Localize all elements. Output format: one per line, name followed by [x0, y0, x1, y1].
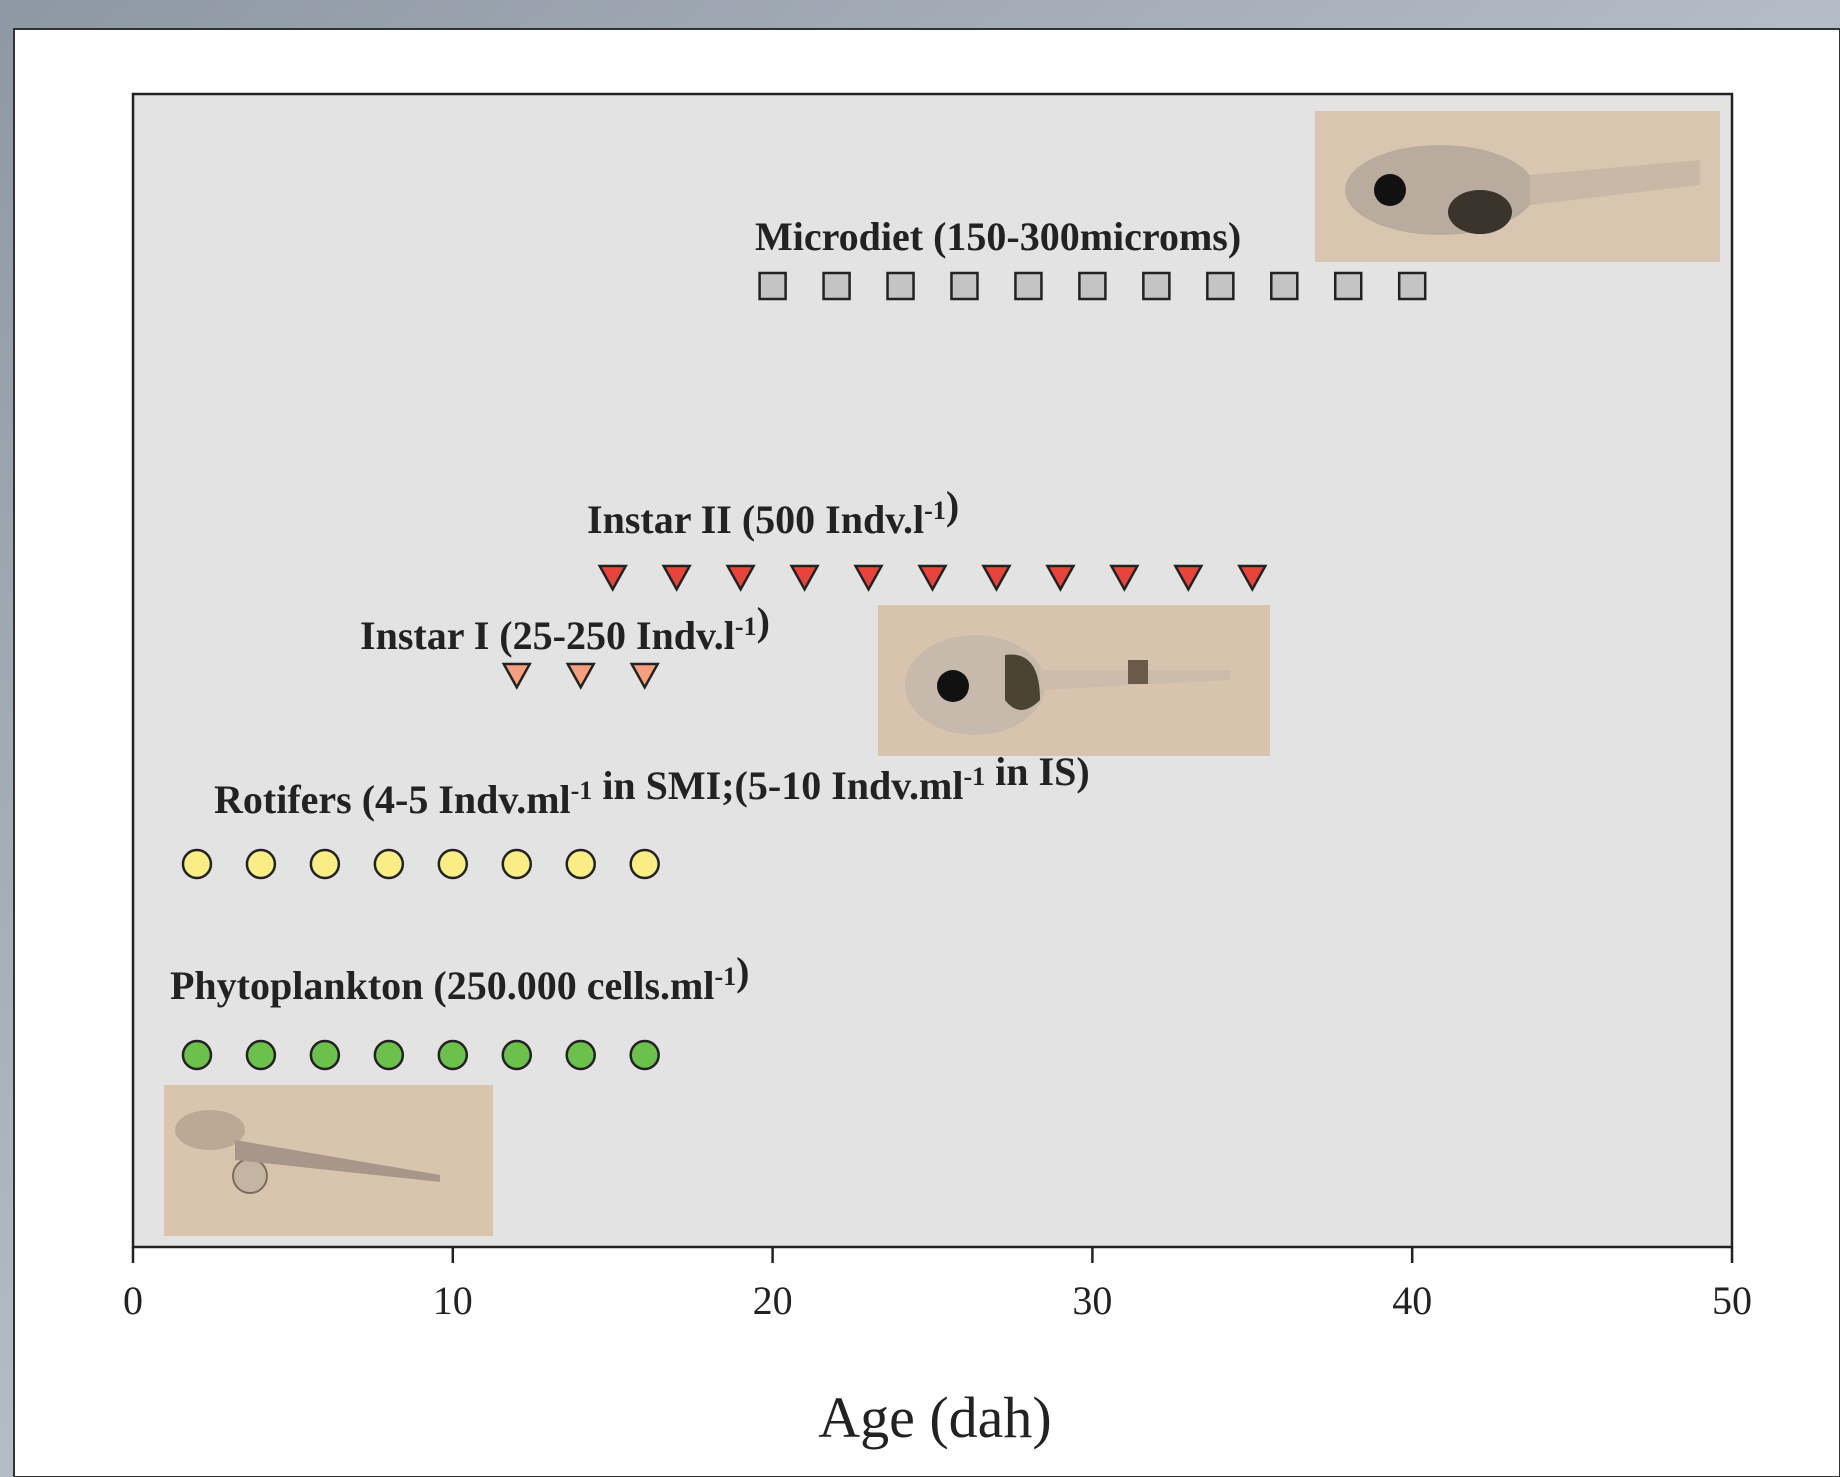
label-superscript: -1 [714, 962, 736, 991]
x-tick-label: 0 [123, 1278, 143, 1323]
label-superscript: -1 [924, 496, 946, 525]
square-marker [1207, 273, 1233, 299]
photo-microdiet [1315, 111, 1720, 262]
circle-marker [567, 1041, 595, 1069]
x-axis-label: Age (dah) [818, 1385, 1052, 1450]
circle-marker [375, 850, 403, 878]
circle-marker [567, 850, 595, 878]
label-text: ) [946, 483, 959, 528]
label-text: Microdiet (150-300microms) [755, 214, 1241, 259]
square-marker [1143, 273, 1169, 299]
square-marker [1015, 273, 1041, 299]
label-superscript: -1 [735, 612, 757, 641]
square-marker [888, 273, 914, 299]
circle-marker [183, 850, 211, 878]
chart: Age (dah) 0 10 20 30 40 50 Microdiet (150-300m… [0, 0, 1840, 1477]
square-marker [1335, 273, 1361, 299]
x-tick-label: 50 [1712, 1278, 1752, 1323]
photo-instar [878, 605, 1270, 756]
square-marker [1399, 273, 1425, 299]
circle-marker [311, 1041, 339, 1069]
circle-marker [631, 850, 659, 878]
square-marker [760, 273, 786, 299]
label-text: Phytoplankton (250.000 cells.ml [170, 963, 714, 1008]
label-superscript: -1 [963, 762, 985, 791]
circle-marker [183, 1041, 211, 1069]
label-superscript: -1 [571, 776, 593, 805]
photo-larva [164, 1085, 493, 1236]
circle-marker [247, 1041, 275, 1069]
x-tick-label: 30 [1072, 1278, 1112, 1323]
square-marker [951, 273, 977, 299]
label-text: in SMI;(5-10 Indv.ml [592, 763, 963, 808]
circle-marker [631, 1041, 659, 1069]
square-marker [1271, 273, 1297, 299]
series-label: Microdiet (150-300microms) [755, 214, 1241, 259]
label-text: ) [736, 949, 749, 994]
label-text: ) [757, 599, 770, 644]
circle-marker [503, 850, 531, 878]
label-text: Rotifers (4-5 Indv.ml [214, 777, 571, 822]
square-marker [1079, 273, 1105, 299]
circle-marker [375, 1041, 403, 1069]
square-marker [824, 273, 850, 299]
circle-marker [311, 850, 339, 878]
x-tick-label: 10 [433, 1278, 473, 1323]
x-tick-label: 40 [1392, 1278, 1432, 1323]
circle-marker [247, 850, 275, 878]
circle-marker [439, 1041, 467, 1069]
label-text: Instar I (25-250 Indv.l [360, 613, 735, 658]
x-tick-label: 20 [753, 1278, 793, 1323]
circle-marker [503, 1041, 531, 1069]
label-text: in IS) [985, 749, 1090, 794]
circle-marker [439, 850, 467, 878]
label-text: Instar II (500 Indv.l [587, 497, 924, 542]
